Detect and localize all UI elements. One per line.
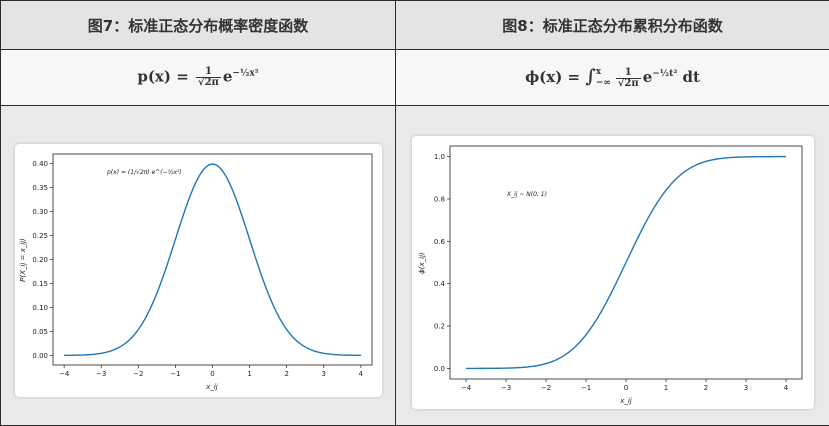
series-line-0 — [465, 155, 786, 370]
y-tick-label: 0.20 — [32, 256, 48, 264]
cdf-figure-cell: −4 −3 −2 −1 0 1 2 3 4 0.0 0.2 0.4 0.6 0.8 1.0 x_ij ϕ(x_i… — [395, 105, 829, 426]
right-header: 图8：标准正态分布累积分布函数 — [395, 0, 829, 50]
y-tick-label: 0.2 — [433, 323, 444, 331]
x-tick-label: −2 — [133, 370, 143, 378]
x-tick-label: 0 — [623, 384, 627, 392]
chart-0-axes: −4 −3 −2 −1 0 1 2 3 4 0.00 0.05 0.10 0.15 0.20 0.25 0.3… — [19, 153, 372, 391]
y-axis-label: P(X_ij = x_ij) — [19, 238, 27, 282]
series-line-0 — [63, 163, 361, 357]
x-tick-label: −3 — [500, 384, 510, 392]
pdf-frac-den: √2π — [198, 77, 219, 88]
x-tick-label: 3 — [743, 384, 747, 392]
cdf-formula: ϕ(x) = ∫ x −∞ 1 √2π e−½t² dt — [395, 49, 829, 106]
cdf-frac-den: √2π — [617, 77, 639, 89]
cdf-upper-limit: x — [595, 67, 602, 77]
chart-annotation: p(x) = (1/√2π) e^(−½x²) — [106, 169, 182, 176]
cdf-fraction: 1 √2π — [615, 67, 641, 89]
cdf-dt: dt — [682, 68, 700, 86]
pdf-base: e — [222, 67, 233, 86]
cdf-frac-num: 1 — [615, 67, 641, 79]
x-tick-label: −4 — [58, 370, 69, 378]
pdf-figure-cell: −4 −3 −2 −1 0 1 2 3 4 0.00 0.05 0.10 0.15 0.20 0.25 0.3… — [0, 105, 396, 426]
cdf-integral: ∫ — [585, 66, 596, 87]
y-tick-label: 0.6 — [433, 238, 445, 246]
pdf-chart: −4 −3 −2 −1 0 1 2 3 4 0.00 0.05 0.10 0.15 0.20 0.25 0.3… — [19, 153, 372, 391]
y-tick-label: 1.0 — [433, 153, 444, 161]
x-tick-label: 1 — [247, 370, 251, 378]
pdf-frac-num: 1 — [196, 67, 221, 78]
x-tick-label: −4 — [460, 384, 471, 392]
x-tick-label: −1 — [170, 370, 180, 378]
y-axis-label: ϕ(x_ij) — [418, 252, 426, 274]
x-tick-label: −3 — [96, 370, 106, 378]
cdf-limits: x −∞ — [596, 67, 611, 89]
left-header: 图7：标准正态分布概率密度函数 — [0, 0, 396, 50]
cdf-lower-limit: −∞ — [595, 78, 611, 88]
y-tick-label: 0.35 — [32, 184, 48, 192]
cdf-base: e — [642, 68, 653, 86]
x-tick-label: 4 — [783, 384, 788, 392]
x-tick-label: −2 — [540, 384, 550, 392]
chart-annotation: X_ij ~ N(0, 1) — [506, 191, 547, 198]
y-tick-label: 0.15 — [32, 280, 48, 288]
x-tick-label: −1 — [580, 384, 590, 392]
y-tick-label: 0.30 — [32, 208, 48, 216]
x-tick-label: 4 — [358, 370, 363, 378]
pdf-formula: p(x) = 1 √2π e−½x² — [0, 49, 396, 106]
cdf-chart-card: −4 −3 −2 −1 0 1 2 3 4 0.0 0.2 0.4 0.6 0.8 1.0 x_ij ϕ(x_i… — [411, 136, 814, 409]
chart-1-axes: −4 −3 −2 −1 0 1 2 3 4 0.0 0.2 0.4 0.6 0.8 1.0 x_ij ϕ(x_i… — [418, 145, 802, 405]
cdf-lhs: ϕ(x) = — [525, 68, 581, 86]
y-tick-label: 0.4 — [433, 280, 445, 288]
pdf-chart-card: −4 −3 −2 −1 0 1 2 3 4 0.00 0.05 0.10 0.15 0.20 0.25 0.3… — [14, 144, 382, 397]
x-tick-label: 3 — [321, 370, 325, 378]
pdf-lhs: p(x) = — [137, 67, 189, 86]
y-tick-label: 0.05 — [32, 328, 48, 336]
y-tick-label: 0.8 — [433, 195, 444, 203]
pdf-fraction: 1 √2π — [196, 67, 221, 88]
y-tick-label: 0.0 — [433, 365, 444, 373]
x-axis-label: x_ij — [619, 397, 632, 405]
plot-frame — [52, 153, 372, 366]
y-tick-label: 0.25 — [32, 232, 48, 240]
cdf-chart: −4 −3 −2 −1 0 1 2 3 4 0.0 0.2 0.4 0.6 0.8 1.0 x_ij ϕ(x_i… — [418, 145, 802, 405]
pdf-exponent: −½x² — [232, 68, 259, 79]
y-tick-label: 0.40 — [32, 160, 48, 168]
cdf-exponent: −½t² — [652, 69, 678, 79]
x-tick-label: 2 — [703, 384, 707, 392]
x-axis-label: x_ij — [205, 383, 218, 391]
y-tick-label: 0.00 — [32, 352, 48, 360]
y-tick-label: 0.10 — [32, 304, 48, 312]
x-tick-label: 1 — [663, 384, 667, 392]
x-tick-label: 2 — [284, 370, 288, 378]
x-tick-label: 0 — [210, 370, 214, 378]
